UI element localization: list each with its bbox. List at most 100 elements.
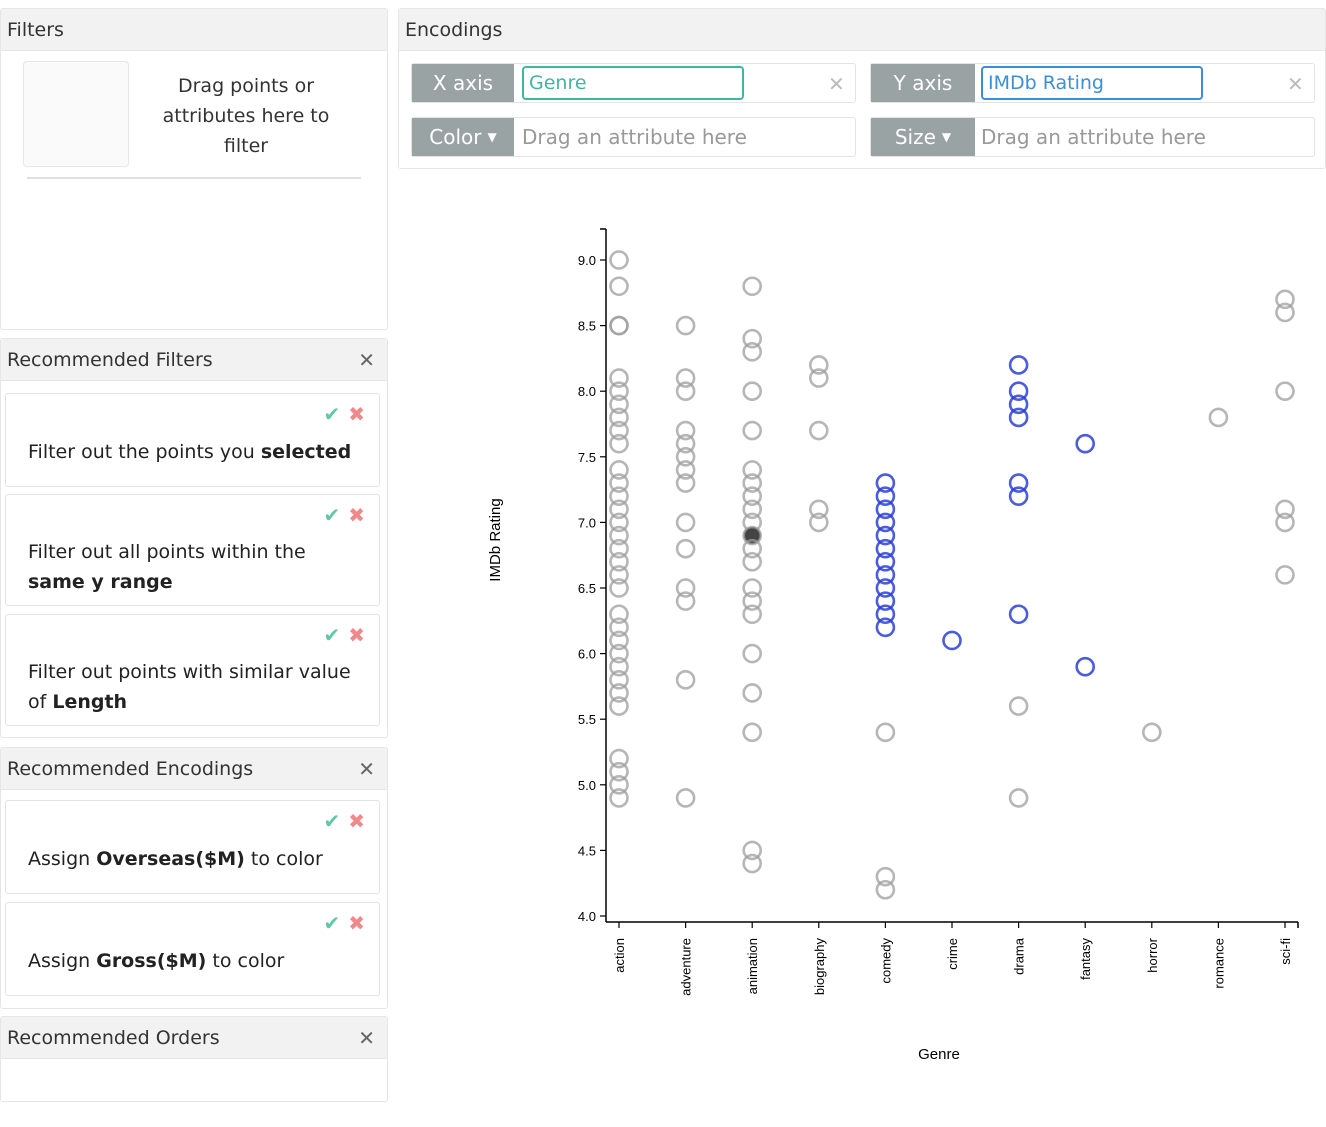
data-point[interactable] — [609, 315, 629, 336]
data-point[interactable] — [675, 538, 696, 559]
data-point[interactable] — [1275, 381, 1295, 401]
data-point[interactable] — [609, 473, 629, 493]
recommendation-card[interactable]: ✔ ✖ Filter out the points you selected — [5, 393, 380, 487]
data-point[interactable] — [609, 696, 629, 716]
data-point[interactable] — [609, 683, 629, 703]
data-point[interactable] — [609, 394, 629, 415]
filter-drop-zone[interactable] — [23, 61, 129, 167]
recommendation-card[interactable]: ✔ ✖ Filter out all points within the same… — [5, 494, 380, 606]
data-point[interactable] — [609, 381, 629, 401]
data-point[interactable] — [675, 591, 696, 611]
chart-points[interactable] — [609, 250, 1295, 900]
data-point[interactable] — [742, 525, 763, 546]
data-point[interactable] — [609, 551, 629, 572]
data-point[interactable] — [875, 879, 896, 900]
data-point[interactable] — [875, 473, 896, 493]
data-point[interactable] — [675, 512, 696, 533]
reject-cross-icon[interactable]: ✖ — [348, 402, 365, 426]
data-point[interactable] — [875, 722, 896, 743]
data-point[interactable] — [742, 460, 763, 480]
data-point[interactable] — [1008, 394, 1029, 415]
data-point[interactable] — [1075, 433, 1096, 454]
data-point[interactable] — [609, 761, 629, 782]
data-point[interactable] — [875, 499, 896, 520]
data-point[interactable] — [742, 591, 763, 611]
size-drop-placeholder[interactable]: Drag an attribute here — [981, 125, 1206, 149]
data-point[interactable] — [675, 788, 696, 808]
data-point[interactable] — [742, 853, 763, 874]
data-point[interactable] — [742, 604, 763, 625]
data-point[interactable] — [875, 551, 896, 572]
recommendation-card[interactable]: ✔ ✖ Assign Overseas($M) to color — [5, 800, 380, 894]
reject-cross-icon[interactable]: ✖ — [348, 911, 365, 935]
data-point[interactable] — [875, 866, 896, 887]
data-point[interactable] — [875, 486, 896, 506]
y-axis-field[interactable]: IMDb Rating — [981, 66, 1203, 100]
accept-check-icon[interactable]: ✔ — [323, 623, 341, 647]
data-point[interactable] — [675, 446, 696, 467]
data-point[interactable] — [1008, 473, 1029, 493]
data-point[interactable] — [609, 670, 629, 690]
data-point[interactable] — [742, 538, 763, 559]
data-point[interactable] — [808, 499, 829, 520]
data-point[interactable] — [675, 670, 696, 690]
data-point[interactable] — [609, 774, 629, 795]
data-point[interactable] — [675, 578, 696, 598]
data-point[interactable] — [742, 499, 763, 520]
data-point[interactable] — [742, 551, 763, 572]
color-shelf[interactable]: Color ▼ Drag an attribute here — [411, 117, 856, 157]
data-point[interactable] — [1008, 381, 1029, 401]
data-point[interactable] — [675, 420, 696, 441]
data-point[interactable] — [875, 512, 896, 533]
data-point[interactable] — [609, 525, 629, 546]
close-icon[interactable]: ✕ — [358, 348, 375, 372]
scatter-chart[interactable]: 4.0 4.5 5.0 5.5 6.0 6.5 7.0 7.5 8.0 8.5 9.0 action a… — [420, 200, 1320, 1100]
recommendation-card[interactable]: ✔ ✖ Assign Gross($M) to color — [5, 902, 380, 996]
data-point[interactable] — [1275, 302, 1295, 323]
data-point[interactable] — [609, 656, 629, 677]
reject-cross-icon[interactable]: ✖ — [348, 623, 365, 647]
size-shelf[interactable]: Size ▼ Drag an attribute here — [870, 117, 1315, 157]
clear-y-axis-icon[interactable]: ✕ — [1287, 72, 1304, 96]
accept-check-icon[interactable]: ✔ — [323, 402, 341, 426]
data-point[interactable] — [1008, 407, 1029, 428]
data-point[interactable] — [609, 407, 629, 428]
data-point[interactable] — [609, 420, 629, 441]
y-axis-shelf[interactable]: Y axis IMDb Rating ✕ — [870, 63, 1315, 103]
data-point[interactable] — [1141, 722, 1162, 743]
data-point[interactable] — [742, 486, 763, 506]
data-point[interactable] — [742, 473, 763, 493]
data-point[interactable] — [675, 381, 696, 401]
clear-x-axis-icon[interactable]: ✕ — [828, 72, 845, 96]
data-point[interactable] — [1275, 499, 1295, 520]
accept-check-icon[interactable]: ✔ — [323, 911, 341, 935]
data-point[interactable] — [1208, 407, 1229, 428]
data-point[interactable] — [609, 250, 629, 270]
data-point[interactable] — [675, 460, 696, 480]
data-point[interactable] — [1008, 486, 1029, 506]
data-point[interactable] — [675, 368, 696, 388]
accept-check-icon[interactable]: ✔ — [323, 809, 341, 833]
data-point[interactable] — [875, 604, 896, 625]
data-point[interactable] — [609, 617, 629, 638]
x-axis-field[interactable]: Genre — [522, 66, 744, 100]
data-point[interactable] — [875, 565, 896, 585]
data-point[interactable] — [609, 460, 629, 480]
data-point[interactable] — [609, 538, 629, 559]
data-point[interactable] — [1275, 289, 1295, 310]
data-point[interactable] — [742, 420, 763, 441]
data-point[interactable] — [1075, 656, 1096, 677]
data-point[interactable] — [742, 840, 763, 861]
reject-cross-icon[interactable]: ✖ — [348, 809, 365, 833]
data-point[interactable] — [742, 276, 763, 297]
data-point[interactable] — [875, 538, 896, 559]
data-point[interactable] — [808, 420, 829, 441]
data-point[interactable] — [1008, 788, 1029, 808]
data-point[interactable] — [808, 368, 829, 388]
data-point[interactable] — [742, 328, 763, 349]
data-point[interactable] — [609, 643, 629, 664]
data-point[interactable] — [742, 643, 763, 664]
data-point[interactable] — [1275, 565, 1295, 585]
size-dropdown[interactable]: Size ▼ — [871, 118, 975, 156]
data-point[interactable] — [609, 499, 629, 520]
